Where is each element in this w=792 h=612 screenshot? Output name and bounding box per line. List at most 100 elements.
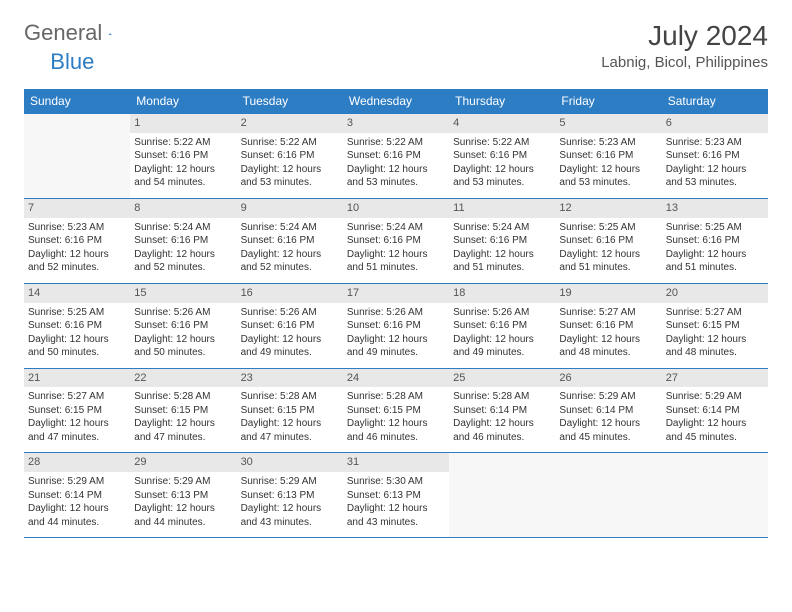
sunset-line: Sunset: 6:16 PM — [453, 149, 551, 163]
logo-sail-icon — [108, 22, 112, 36]
sunrise-line: Sunrise: 5:22 AM — [241, 136, 339, 150]
calendar-cell: 27Sunrise: 5:29 AMSunset: 6:14 PMDayligh… — [662, 368, 768, 453]
sunrise-line: Sunrise: 5:29 AM — [559, 390, 657, 404]
day-number: 21 — [24, 369, 130, 388]
day-number: 31 — [343, 453, 449, 472]
calendar-header-row: SundayMondayTuesdayWednesdayThursdayFrid… — [24, 89, 768, 113]
calendar-cell: 28Sunrise: 5:29 AMSunset: 6:14 PMDayligh… — [24, 452, 130, 538]
calendar-cell — [555, 452, 661, 538]
calendar-cell: 24Sunrise: 5:28 AMSunset: 6:15 PMDayligh… — [343, 368, 449, 453]
calendar-cell: 16Sunrise: 5:26 AMSunset: 6:16 PMDayligh… — [237, 283, 343, 368]
sunset-line: Sunset: 6:13 PM — [347, 489, 445, 503]
calendar-cell — [662, 452, 768, 538]
calendar-cell: 29Sunrise: 5:29 AMSunset: 6:13 PMDayligh… — [130, 452, 236, 538]
daylight-line: Daylight: 12 hours and 49 minutes. — [241, 333, 339, 360]
day-number: 5 — [555, 114, 661, 133]
calendar-cell: 6Sunrise: 5:23 AMSunset: 6:16 PMDaylight… — [662, 113, 768, 198]
day-number: 18 — [449, 284, 555, 303]
weekday-header: Saturday — [662, 89, 768, 113]
sunset-line: Sunset: 6:15 PM — [28, 404, 126, 418]
sunrise-line: Sunrise: 5:27 AM — [28, 390, 126, 404]
calendar-cell: 4Sunrise: 5:22 AMSunset: 6:16 PMDaylight… — [449, 113, 555, 198]
sunrise-line: Sunrise: 5:27 AM — [559, 306, 657, 320]
calendar-cell — [24, 113, 130, 198]
day-number: 10 — [343, 199, 449, 218]
sunset-line: Sunset: 6:15 PM — [241, 404, 339, 418]
weekday-header: Thursday — [449, 89, 555, 113]
day-number: 26 — [555, 369, 661, 388]
sunrise-line: Sunrise: 5:24 AM — [347, 221, 445, 235]
day-number: 19 — [555, 284, 661, 303]
daylight-line: Daylight: 12 hours and 53 minutes. — [453, 163, 551, 190]
daylight-line: Daylight: 12 hours and 54 minutes. — [134, 163, 232, 190]
calendar-cell: 30Sunrise: 5:29 AMSunset: 6:13 PMDayligh… — [237, 452, 343, 538]
calendar-cell: 31 Sunrise: 5:30 AMSunset: 6:13 PMDayligh… — [343, 452, 449, 538]
sunset-line: Sunset: 6:16 PM — [241, 234, 339, 248]
sunset-line: Sunset: 6:16 PM — [28, 319, 126, 333]
month-title: July 2024 — [601, 20, 768, 52]
sunrise-line: Sunrise: 5:26 AM — [241, 306, 339, 320]
sunrise-line: Sunrise: 5:29 AM — [241, 475, 339, 489]
daylight-line: Daylight: 12 hours and 44 minutes. — [28, 502, 126, 529]
day-number: 7 — [24, 199, 130, 218]
day-number: 20 — [662, 284, 768, 303]
sunset-line: Sunset: 6:16 PM — [666, 149, 764, 163]
daylight-line: Daylight: 12 hours and 46 minutes. — [347, 417, 445, 444]
daylight-line: Daylight: 12 hours and 51 minutes. — [559, 248, 657, 275]
daylight-line: Daylight: 12 hours and 53 minutes. — [666, 163, 764, 190]
sunrise-line: Sunrise: 5:22 AM — [134, 136, 232, 150]
sunset-line: Sunset: 6:14 PM — [559, 404, 657, 418]
sunset-line: Sunset: 6:16 PM — [347, 319, 445, 333]
day-number: 15 — [130, 284, 236, 303]
day-number: 9 — [237, 199, 343, 218]
calendar-cell: 26 Sunrise: 5:29 AMSunset: 6:14 PMDayligh… — [555, 368, 661, 453]
day-number: 4 — [449, 114, 555, 133]
daylight-line: Daylight: 12 hours and 46 minutes. — [453, 417, 551, 444]
daylight-line: Daylight: 12 hours and 51 minutes. — [666, 248, 764, 275]
calendar-cell: 23Sunrise: 5:28 AMSunset: 6:15 PMDayligh… — [237, 368, 343, 453]
sunrise-line: Sunrise: 5:26 AM — [453, 306, 551, 320]
sunrise-line: Sunrise: 5:28 AM — [453, 390, 551, 404]
sunrise-line: Sunrise: 5:28 AM — [347, 390, 445, 404]
logo-text-general: General — [24, 20, 102, 46]
sunset-line: Sunset: 6:16 PM — [347, 234, 445, 248]
daylight-line: Daylight: 12 hours and 45 minutes. — [559, 417, 657, 444]
daylight-line: Daylight: 12 hours and 51 minutes. — [453, 248, 551, 275]
sunrise-line: Sunrise: 5:28 AM — [241, 390, 339, 404]
day-number: 3 — [343, 114, 449, 133]
sunset-line: Sunset: 6:16 PM — [134, 234, 232, 248]
daylight-line: Daylight: 12 hours and 52 minutes. — [241, 248, 339, 275]
daylight-line: Daylight: 12 hours and 43 minutes. — [241, 502, 339, 529]
calendar-cell: 9 Sunrise: 5:24 AMSunset: 6:16 PMDaylight… — [237, 198, 343, 283]
sunrise-line: Sunrise: 5:25 AM — [666, 221, 764, 235]
calendar-cell: 22Sunrise: 5:28 AMSunset: 6:15 PMDayligh… — [130, 368, 236, 453]
sunset-line: Sunset: 6:15 PM — [666, 319, 764, 333]
sunset-line: Sunset: 6:16 PM — [666, 234, 764, 248]
daylight-line: Daylight: 12 hours and 53 minutes. — [241, 163, 339, 190]
sunrise-line: Sunrise: 5:25 AM — [28, 306, 126, 320]
calendar-cell: 10Sunrise: 5:24 AMSunset: 6:16 PMDayligh… — [343, 198, 449, 283]
sunrise-line: Sunrise: 5:30 AM — [347, 475, 445, 489]
sunrise-line: Sunrise: 5:25 AM — [559, 221, 657, 235]
sunrise-line: Sunrise: 5:23 AM — [28, 221, 126, 235]
sunrise-line: Sunrise: 5:24 AM — [453, 221, 551, 235]
sunset-line: Sunset: 6:14 PM — [28, 489, 126, 503]
sunset-line: Sunset: 6:13 PM — [134, 489, 232, 503]
calendar-cell: 19Sunrise: 5:27 AMSunset: 6:16 PMDayligh… — [555, 283, 661, 368]
sunset-line: Sunset: 6:16 PM — [559, 149, 657, 163]
calendar-cell: 14Sunrise: 5:25 AMSunset: 6:16 PMDayligh… — [24, 283, 130, 368]
location-text: Labnig, Bicol, Philippines — [601, 54, 768, 71]
sunset-line: Sunset: 6:16 PM — [134, 319, 232, 333]
daylight-line: Daylight: 12 hours and 43 minutes. — [347, 502, 445, 529]
sunrise-line: Sunrise: 5:26 AM — [134, 306, 232, 320]
day-number: 12 — [555, 199, 661, 218]
sunrise-line: Sunrise: 5:29 AM — [28, 475, 126, 489]
sunset-line: Sunset: 6:14 PM — [453, 404, 551, 418]
daylight-line: Daylight: 12 hours and 52 minutes. — [28, 248, 126, 275]
sunrise-line: Sunrise: 5:24 AM — [241, 221, 339, 235]
daylight-line: Daylight: 12 hours and 45 minutes. — [666, 417, 764, 444]
day-number: 16 — [237, 284, 343, 303]
sunset-line: Sunset: 6:16 PM — [241, 149, 339, 163]
sunset-line: Sunset: 6:15 PM — [134, 404, 232, 418]
day-number: 25 — [449, 369, 555, 388]
